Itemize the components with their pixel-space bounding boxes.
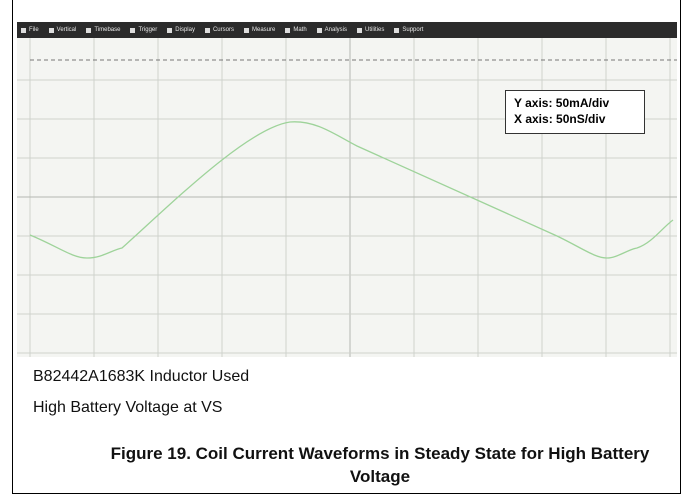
menu-label: Support (402, 27, 423, 33)
figure-caption: Figure 19. Coil Current Waveforms in Ste… (110, 442, 650, 488)
menu-icon (130, 28, 135, 33)
note: B82442A1683K Inductor Used (33, 368, 249, 386)
menu-label: Utilities (365, 27, 384, 33)
menu-icon (285, 28, 290, 33)
annotation-line: X axis: 50nS/div (514, 111, 644, 127)
menu-label: Display (175, 27, 195, 33)
menu-label: Trigger (138, 27, 157, 33)
menu-icon (21, 28, 26, 33)
menu-item[interactable]: Math (285, 27, 306, 33)
menu-item[interactable]: Analysis (317, 27, 347, 33)
menu-icon (317, 28, 322, 33)
menu-item[interactable]: Utilities (357, 27, 384, 33)
menu-label: Math (293, 27, 306, 33)
menu-label: Vertical (57, 27, 77, 33)
menu-icon (244, 28, 249, 33)
menu-label: File (29, 27, 39, 33)
menu-item[interactable]: Measure (244, 27, 275, 33)
menu-label: Analysis (325, 27, 347, 33)
menu-label: Timebase (94, 27, 120, 33)
menu-icon (86, 28, 91, 33)
menu-item[interactable]: Cursors (205, 27, 234, 33)
menu-item[interactable]: Support (394, 27, 423, 33)
menu-item[interactable]: Timebase (86, 27, 120, 33)
page: File Vertical Timebase Trigger Display Cursor… (0, 0, 683, 503)
menu-bar: File Vertical Timebase Trigger Display Cursor… (17, 22, 677, 38)
menu-item[interactable]: Vertical (49, 27, 77, 33)
menu-item[interactable]: File (21, 27, 39, 33)
menu-icon (49, 28, 54, 33)
menu-item[interactable]: Display (167, 27, 195, 33)
menu-label: Measure (252, 27, 275, 33)
menu-icon (357, 28, 362, 33)
scale-annotation: Y axis: 50mA/div X axis: 50nS/div (505, 90, 645, 134)
note: High Battery Voltage at VS (33, 399, 222, 417)
menu-icon (167, 28, 172, 33)
menu-icon (205, 28, 210, 33)
annotation-line: Y axis: 50mA/div (514, 95, 644, 111)
menu-icon (394, 28, 399, 33)
waveform-plot (17, 38, 677, 357)
scope-screenshot: File Vertical Timebase Trigger Display Cursor… (17, 22, 677, 357)
menu-label: Cursors (213, 27, 234, 33)
menu-item[interactable]: Trigger (130, 27, 157, 33)
